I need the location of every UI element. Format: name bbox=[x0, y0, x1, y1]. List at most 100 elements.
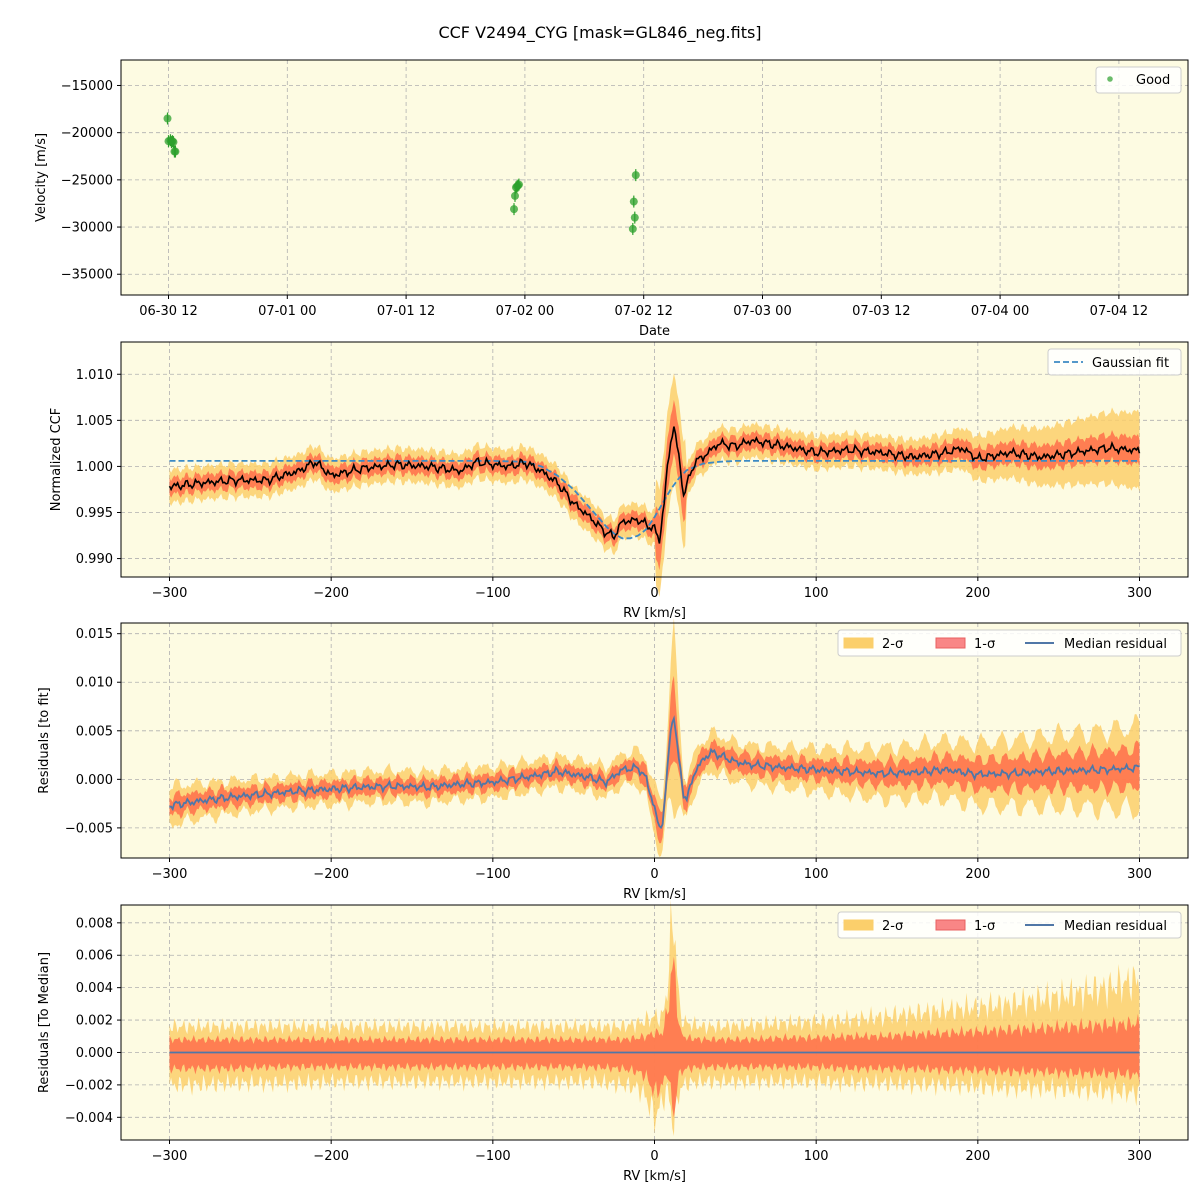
legend-label-gaussian-fit: Gaussian fit bbox=[1092, 356, 1169, 371]
x-tick-label: 07-03 00 bbox=[733, 304, 791, 319]
x-tick-label: 100 bbox=[804, 1149, 829, 1164]
legend-patch-2sigma bbox=[843, 919, 874, 931]
legend-patch-1sigma bbox=[935, 637, 966, 649]
good-point bbox=[163, 114, 172, 123]
good-point bbox=[171, 147, 180, 156]
x-tick-label: 0 bbox=[650, 1149, 658, 1164]
legend-label-1sigma: 1-σ bbox=[974, 919, 995, 934]
good-point bbox=[169, 138, 178, 147]
panel-4-frame bbox=[120, 904, 1189, 1141]
median-1sigma-band bbox=[169, 956, 1140, 1118]
median-2sigma-band bbox=[169, 899, 1140, 1136]
legend-panel-1: Good bbox=[1095, 66, 1182, 94]
x-tick-label: −100 bbox=[475, 867, 511, 882]
y-tick-label: 0.004 bbox=[76, 981, 113, 996]
median-residual-line bbox=[169, 715, 1140, 830]
x-tick-label: −200 bbox=[313, 1149, 349, 1164]
legend-panel-2: Gaussian fit bbox=[1047, 348, 1182, 376]
x-tick-label: 07-01 00 bbox=[258, 304, 316, 319]
y-tick-label: −35000 bbox=[61, 268, 113, 283]
x-tick-label: 07-03 12 bbox=[852, 304, 910, 319]
residual-2sigma-band bbox=[169, 617, 1140, 857]
x-tick-label: 06-30 12 bbox=[139, 304, 197, 319]
y-tick-label: 0.000 bbox=[76, 1046, 113, 1061]
legend-patch-2sigma bbox=[843, 637, 874, 649]
y-tick-label: 1.010 bbox=[76, 368, 113, 383]
x-tick-label: 07-04 00 bbox=[971, 304, 1029, 319]
y-tick-label: 0.015 bbox=[76, 627, 113, 642]
legend-patch-1sigma bbox=[935, 919, 966, 931]
y-tick-label: −0.002 bbox=[65, 1078, 113, 1093]
legend-frame bbox=[837, 629, 1182, 657]
panel-3-frame bbox=[120, 622, 1189, 859]
x-axis-label: Date bbox=[639, 324, 670, 339]
x-axis-label: RV [km/s] bbox=[623, 887, 686, 902]
x-tick-label: −300 bbox=[152, 867, 188, 882]
x-tick-label: −100 bbox=[475, 1149, 511, 1164]
x-tick-label: 300 bbox=[1127, 1149, 1152, 1164]
x-tick-label: 07-02 00 bbox=[496, 304, 554, 319]
y-tick-label: 0.995 bbox=[76, 506, 113, 521]
x-axis-label: RV [km/s] bbox=[623, 606, 686, 621]
good-point bbox=[631, 171, 640, 180]
legend-label-median: Median residual bbox=[1064, 637, 1167, 652]
x-tick-label: 07-04 12 bbox=[1090, 304, 1148, 319]
legend-label-2sigma: 2-σ bbox=[882, 919, 903, 934]
good-points bbox=[163, 112, 640, 235]
x-tick-label: 100 bbox=[804, 586, 829, 601]
figure-title: CCF V2494_CYG [mask=GL846_neg.fits] bbox=[438, 23, 761, 43]
legend-label-median: Median residual bbox=[1064, 919, 1167, 934]
legend-marker-good bbox=[1107, 76, 1113, 82]
panel-2-frame bbox=[120, 341, 1189, 578]
legend-label-1sigma: 1-σ bbox=[974, 637, 995, 652]
y-tick-label: −20000 bbox=[61, 126, 113, 141]
x-tick-label: 100 bbox=[804, 867, 829, 882]
y-axis-label: Residuals [to fit] bbox=[37, 687, 52, 793]
x-axis-label: RV [km/s] bbox=[623, 1169, 686, 1184]
good-point bbox=[630, 213, 639, 222]
y-tick-label: 0.002 bbox=[76, 1014, 113, 1029]
x-tick-label: 200 bbox=[965, 1149, 990, 1164]
y-tick-label: 0.008 bbox=[76, 916, 113, 931]
legend-label-2sigma: 2-σ bbox=[882, 637, 903, 652]
x-tick-label: 0 bbox=[650, 867, 658, 882]
legend-frame bbox=[1047, 348, 1182, 376]
x-tick-label: −100 bbox=[475, 586, 511, 601]
good-point bbox=[510, 205, 519, 214]
y-axis-label: Residuals [To Median] bbox=[37, 952, 52, 1093]
good-point bbox=[514, 180, 523, 189]
x-tick-label: −200 bbox=[313, 867, 349, 882]
legend-frame bbox=[837, 911, 1182, 939]
x-tick-label: 07-01 12 bbox=[377, 304, 435, 319]
good-point bbox=[628, 224, 637, 233]
y-tick-label: −25000 bbox=[61, 173, 113, 188]
x-tick-label: 300 bbox=[1127, 586, 1152, 601]
y-tick-label: 1.000 bbox=[76, 460, 113, 475]
panel-1-frame bbox=[120, 59, 1189, 296]
y-tick-label: 0.005 bbox=[76, 724, 113, 739]
ccf-line bbox=[168, 426, 1141, 544]
x-tick-label: −300 bbox=[152, 586, 188, 601]
y-tick-label: 0.006 bbox=[76, 949, 113, 964]
y-axis-label: Normalized CCF bbox=[49, 408, 64, 512]
y-axis-label: Velocity [m/s] bbox=[34, 133, 49, 222]
legend-frame bbox=[1095, 66, 1182, 94]
x-tick-label: 200 bbox=[965, 586, 990, 601]
legend-label-good: Good bbox=[1136, 73, 1170, 88]
x-tick-label: 07-02 12 bbox=[614, 304, 672, 319]
good-point bbox=[629, 197, 638, 206]
y-tick-label: −30000 bbox=[61, 221, 113, 236]
panel-1-background bbox=[121, 60, 1188, 295]
x-tick-label: −300 bbox=[152, 1149, 188, 1164]
x-tick-label: 300 bbox=[1127, 867, 1152, 882]
y-tick-label: 0.000 bbox=[76, 773, 113, 788]
y-tick-label: 0.990 bbox=[76, 552, 113, 567]
x-tick-label: 200 bbox=[965, 867, 990, 882]
y-tick-label: −15000 bbox=[61, 79, 113, 94]
gaussian-fit-line bbox=[169, 460, 1140, 540]
x-tick-label: 0 bbox=[650, 586, 658, 601]
y-tick-label: 0.010 bbox=[76, 676, 113, 691]
legend-panel-4: 2-σ 1-σ Median residual bbox=[837, 911, 1182, 939]
x-tick-label: −200 bbox=[313, 586, 349, 601]
